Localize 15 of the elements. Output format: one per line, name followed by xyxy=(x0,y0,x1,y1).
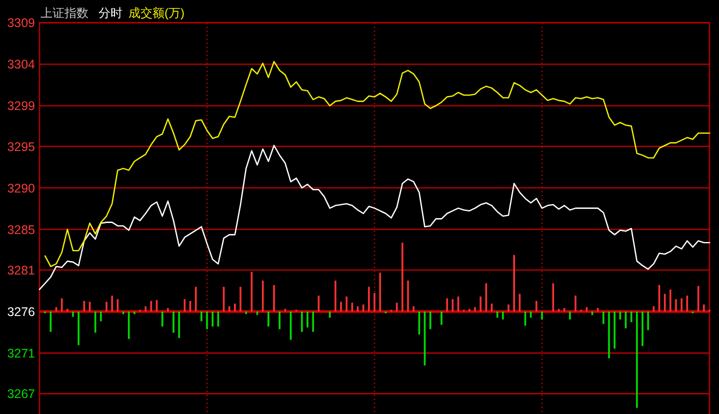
y-tick-label: 3285 xyxy=(7,222,36,237)
y-tick-label: 3309 xyxy=(7,16,36,30)
line-series xyxy=(38,144,710,290)
y-tick-label: 3290 xyxy=(7,181,36,196)
y-tick-label: 3304 xyxy=(7,58,36,72)
text: 成交额(万) xyxy=(128,6,184,20)
y-tick-label: 3295 xyxy=(7,140,36,154)
chart-subtitle: 分时 xyxy=(98,6,122,20)
y-tick-label: 3267 xyxy=(7,387,36,402)
y-tick-label: 3271 xyxy=(7,346,36,360)
y-tick-label: 3281 xyxy=(7,263,36,278)
y-tick-label: 3299 xyxy=(7,99,36,114)
y-tick-label: 3276 xyxy=(7,304,36,319)
chart-title: 上证指数 xyxy=(40,6,88,20)
line-series xyxy=(44,60,710,268)
